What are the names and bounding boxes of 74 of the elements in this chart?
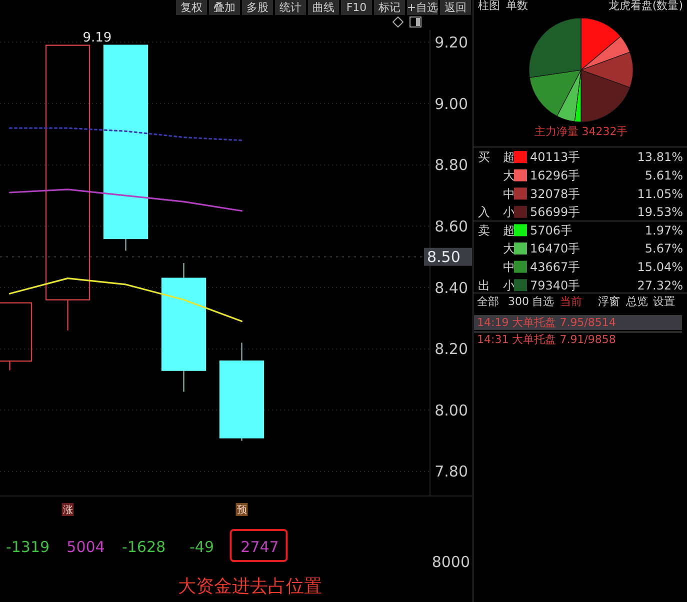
- text: 返回: [444, 1, 466, 14]
- y-tick-label: 8.60: [434, 217, 468, 236]
- text: 多股: [246, 1, 268, 14]
- candlestick: [219, 342, 264, 442]
- legend-label: 小: [503, 205, 515, 220]
- y-tick-label: 8.20: [434, 340, 468, 358]
- line-series: [8, 127, 243, 142]
- line-series: [8, 278, 243, 322]
- text: 标记: [378, 1, 400, 14]
- text: 16296手: [530, 168, 580, 182]
- text: 预: [236, 505, 247, 516]
- legend-label: 超: [503, 150, 515, 164]
- legend-label: 大: [503, 242, 515, 256]
- y-tick-label: 9.20: [434, 34, 468, 52]
- text: -1628: [122, 538, 166, 556]
- text: 5706手: [530, 223, 573, 238]
- text: 买: [478, 150, 490, 164]
- text: 大资金进去占位置: [178, 576, 322, 597]
- text: 2747: [240, 538, 279, 556]
- text: 当前: [560, 295, 582, 308]
- legend-label: 中: [503, 186, 515, 201]
- text: 8000: [432, 553, 470, 571]
- text: 复权: [180, 1, 202, 14]
- data-label: 5.61%: [644, 168, 683, 182]
- y-tick-label: 7.80: [434, 462, 468, 481]
- line-series: [8, 188, 243, 212]
- text: 全部: [477, 295, 499, 308]
- text: 自选: [532, 295, 554, 308]
- text: 14:19 大单托盘 7.95/8514: [477, 316, 616, 329]
- text: -49: [190, 538, 214, 556]
- text: 56699手: [530, 205, 580, 220]
- text: 300: [508, 295, 529, 308]
- text: 总览: [625, 295, 648, 308]
- text: 入: [478, 205, 490, 220]
- data-label: 1.97%: [644, 223, 683, 238]
- text: 叠加: [214, 1, 236, 14]
- legend-label: 中: [503, 260, 515, 274]
- y-tick-label: 8.40: [434, 278, 468, 297]
- text: 涨: [62, 504, 73, 516]
- data-label: 15.04%: [637, 260, 683, 274]
- text: 主力净量 34232手: [534, 125, 628, 138]
- data-label: 13.81%: [637, 150, 683, 164]
- candlestick: [161, 262, 206, 392]
- chart-title: 龙虎看盘(数量): [608, 0, 683, 12]
- text: 卖: [478, 223, 490, 238]
- text: 柱图: [478, 0, 500, 12]
- data-label: 5.67%: [644, 242, 683, 256]
- y-tick-label: 9.00: [434, 94, 468, 113]
- y-tick-label: 8.80: [434, 156, 468, 174]
- y-tick-label: 8.00: [434, 401, 468, 420]
- text: 16470手: [530, 242, 580, 256]
- text: 40113手: [530, 150, 580, 164]
- data-label: 27.32%: [637, 278, 683, 292]
- text: 设置: [653, 295, 675, 308]
- text: 出: [478, 278, 490, 292]
- data-label: 11.05%: [637, 186, 683, 201]
- text: F10: [346, 1, 367, 14]
- text: 曲线: [312, 1, 334, 14]
- text: -1319: [6, 538, 50, 556]
- text: 14:31 大单托盘 7.91/9858: [477, 333, 616, 346]
- legend-label: 超: [503, 223, 515, 238]
- text: +自选: [406, 1, 438, 14]
- data-label: 19.53%: [637, 205, 683, 220]
- text: 5004: [66, 538, 105, 556]
- text: 43667手: [530, 260, 580, 274]
- text: 79340手: [530, 278, 580, 292]
- legend-label: 小: [503, 278, 515, 292]
- text: 浮窗: [598, 295, 620, 308]
- legend-label: 大: [503, 168, 515, 182]
- text: 单数: [506, 0, 528, 12]
- annotation: 9.19: [82, 30, 112, 46]
- text: 32078手: [530, 186, 580, 201]
- ref-line-label: 8.50: [427, 248, 460, 266]
- text: 统计: [280, 1, 302, 14]
